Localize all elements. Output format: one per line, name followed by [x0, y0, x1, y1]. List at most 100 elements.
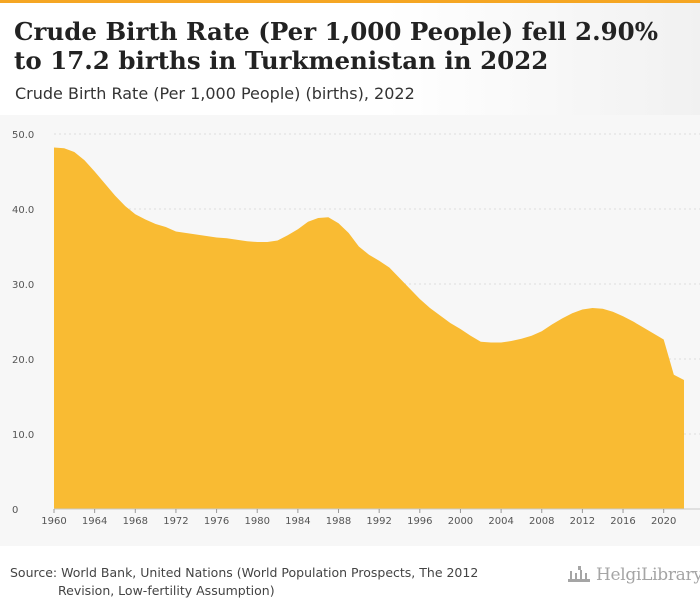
data-point-1982[interactable] [275, 238, 280, 243]
header: Crude Birth Rate (Per 1,000 People) fell… [0, 3, 700, 115]
data-point-1996[interactable] [417, 297, 422, 302]
data-point-1960[interactable] [52, 145, 57, 150]
area-series-fill [54, 147, 684, 509]
y-tick-label: 30.0 [12, 280, 34, 291]
data-point-2001[interactable] [468, 333, 473, 338]
data-point-1967[interactable] [123, 204, 128, 209]
data-point-1990[interactable] [356, 244, 361, 249]
area-series [52, 145, 687, 509]
data-point-2021[interactable] [671, 372, 676, 377]
data-point-2008[interactable] [539, 329, 544, 334]
data-point-1961[interactable] [62, 146, 67, 151]
data-point-2013[interactable] [590, 306, 595, 311]
logo-text: HelgiLibrary [596, 565, 700, 585]
data-point-2000[interactable] [458, 327, 463, 332]
data-point-1985[interactable] [306, 219, 311, 224]
page-title: Crude Birth Rate (Per 1,000 People) fell… [14, 17, 658, 75]
y-tick-label: 50.0 [12, 130, 34, 141]
data-point-1962[interactable] [72, 150, 77, 155]
data-point-1993[interactable] [387, 265, 392, 270]
x-tick-label: 2004 [488, 516, 513, 527]
data-point-1988[interactable] [336, 221, 341, 226]
data-point-2020[interactable] [661, 337, 666, 342]
data-point-1978[interactable] [234, 237, 239, 242]
data-point-1998[interactable] [438, 313, 443, 318]
data-point-1970[interactable] [153, 222, 158, 227]
data-point-1992[interactable] [377, 258, 382, 263]
x-tick-label: 1972 [163, 516, 188, 527]
data-point-1984[interactable] [295, 227, 300, 232]
data-point-2017[interactable] [631, 319, 636, 324]
x-tick-label: 1968 [123, 516, 148, 527]
y-tick-label: 0 [12, 505, 18, 516]
data-point-1994[interactable] [397, 276, 402, 281]
x-tick-label: 1984 [285, 516, 310, 527]
y-tick-label: 40.0 [12, 205, 34, 216]
x-tick-label: 1980 [244, 516, 269, 527]
x-tick-label: 1960 [41, 516, 66, 527]
data-point-1975[interactable] [204, 234, 209, 239]
data-point-2003[interactable] [488, 340, 493, 345]
data-point-2015[interactable] [610, 309, 615, 314]
x-tick-label: 1992 [366, 516, 391, 527]
data-point-1983[interactable] [285, 233, 290, 238]
data-point-1963[interactable] [82, 158, 87, 163]
data-point-1981[interactable] [265, 240, 270, 245]
data-point-2007[interactable] [529, 333, 534, 338]
data-point-1997[interactable] [427, 306, 432, 311]
data-point-2011[interactable] [570, 311, 575, 316]
data-point-1964[interactable] [92, 169, 97, 174]
data-point-2009[interactable] [549, 322, 554, 327]
source-note: Source: World Bank, United Nations (Worl… [10, 564, 530, 600]
data-point-2022[interactable] [682, 378, 687, 383]
data-point-1966[interactable] [112, 193, 117, 198]
x-tick-label: 2016 [610, 516, 635, 527]
data-point-2014[interactable] [600, 306, 605, 311]
data-point-2016[interactable] [621, 314, 626, 319]
footer: Source: World Bank, United Nations (Worl… [0, 546, 700, 613]
data-point-1995[interactable] [407, 286, 412, 291]
data-point-1976[interactable] [214, 235, 219, 240]
helgi-library-logo[interactable]: HelgiLibrary [566, 564, 700, 586]
data-point-1980[interactable] [255, 240, 260, 245]
source-line-1: Source: World Bank, United Nations (Worl… [10, 565, 479, 580]
data-point-1986[interactable] [316, 216, 321, 221]
data-point-2012[interactable] [580, 307, 585, 312]
data-point-1965[interactable] [102, 181, 107, 186]
data-point-2010[interactable] [560, 316, 565, 321]
y-tick-label: 20.0 [12, 355, 34, 366]
data-point-1987[interactable] [326, 215, 331, 220]
chart-area: 0 10.0 20.0 30.0 40.0 50.0 1960 1964 1968 1972 197… [0, 115, 700, 546]
data-point-2019[interactable] [651, 331, 656, 336]
y-tick-label: 10.0 [12, 430, 34, 441]
data-point-1977[interactable] [224, 236, 229, 241]
data-point-1999[interactable] [448, 321, 453, 326]
x-tick-label: 1996 [407, 516, 432, 527]
data-point-2006[interactable] [519, 336, 524, 341]
data-point-1973[interactable] [184, 231, 189, 236]
x-tick-label: 2020 [651, 516, 676, 527]
chart-subtitle: Crude Birth Rate (Per 1,000 People) (bir… [15, 84, 415, 103]
data-point-2004[interactable] [499, 340, 504, 345]
data-point-1979[interactable] [245, 239, 250, 244]
source-line-2: Revision, Low-fertility Assumption) [58, 583, 275, 598]
data-point-2002[interactable] [478, 339, 483, 344]
x-tick-label: 2008 [529, 516, 554, 527]
x-tick-label: 1988 [326, 516, 351, 527]
data-point-1969[interactable] [143, 217, 148, 222]
x-tick-label: 1964 [82, 516, 107, 527]
data-point-1989[interactable] [346, 231, 351, 236]
area-chart: 0 10.0 20.0 30.0 40.0 50.0 1960 1964 1968 1972 197… [12, 130, 700, 527]
accent-top-bar [0, 0, 700, 3]
data-point-1974[interactable] [194, 232, 199, 237]
data-point-2018[interactable] [641, 325, 646, 330]
axes: 0 10.0 20.0 30.0 40.0 50.0 1960 1964 1968 1972 197… [12, 130, 700, 527]
x-tick-label: 2012 [570, 516, 595, 527]
data-point-2005[interactable] [509, 339, 514, 344]
data-point-1991[interactable] [367, 252, 372, 257]
data-point-1971[interactable] [163, 225, 168, 230]
library-building-icon [568, 566, 590, 582]
x-tick-label: 2000 [448, 516, 473, 527]
data-point-1972[interactable] [173, 229, 178, 234]
data-point-1968[interactable] [133, 212, 138, 217]
